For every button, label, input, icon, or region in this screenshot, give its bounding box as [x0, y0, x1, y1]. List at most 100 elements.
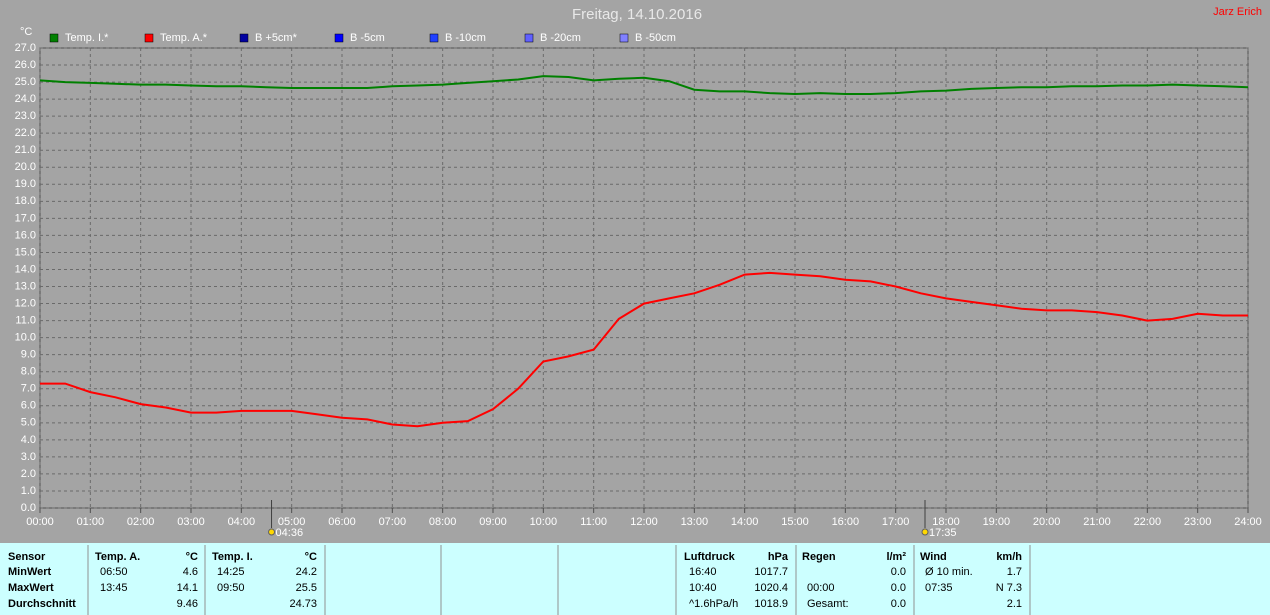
y-tick-label: 3.0	[21, 451, 36, 463]
col-header: Regen	[802, 551, 836, 563]
cell-value: 0.0	[891, 598, 906, 610]
row-label: Durchschnitt	[8, 598, 76, 610]
legend-label: Temp. I.*	[65, 32, 109, 44]
x-tick-label: 05:00	[278, 516, 306, 528]
legend-label: B -20cm	[540, 32, 581, 44]
y-tick-label: 13.0	[15, 280, 36, 292]
sun-label: 04:36	[276, 527, 304, 539]
col-header: Luftdruck	[684, 551, 736, 563]
y-tick-label: 18.0	[15, 195, 36, 207]
y-unit: °C	[20, 26, 32, 38]
col-unit: km/h	[996, 551, 1022, 563]
cell-time: 10:40	[689, 582, 717, 594]
legend-label: B +5cm*	[255, 32, 298, 44]
cell-value: 9.46	[177, 598, 198, 610]
y-tick-label: 22.0	[15, 127, 36, 139]
row-label: MinWert	[8, 566, 52, 578]
y-tick-label: 26.0	[15, 59, 36, 71]
cell-time: Ø 10 min.	[925, 566, 973, 578]
cell-value: 1020.4	[754, 582, 788, 594]
x-tick-label: 04:00	[228, 516, 256, 528]
legend-swatch	[49, 33, 59, 43]
x-tick-label: 01:00	[77, 516, 105, 528]
col-unit: l/m²	[886, 551, 906, 563]
line-series	[39, 75, 1249, 96]
cell-value: 14.1	[177, 582, 198, 594]
y-tick-label: 20.0	[15, 161, 36, 173]
y-tick-label: 7.0	[21, 383, 36, 395]
y-tick-label: 14.0	[15, 263, 36, 275]
y-tick-label: 9.0	[21, 349, 36, 361]
x-tick-label: 00:00	[26, 516, 54, 528]
y-tick-label: 21.0	[15, 144, 36, 156]
y-tick-label: 6.0	[21, 400, 36, 412]
y-tick-label: 24.0	[15, 93, 36, 105]
cell-value: 2.1	[1007, 598, 1022, 610]
legend-label: Temp. A.*	[160, 32, 208, 44]
cell-value: 4.6	[183, 566, 198, 578]
x-tick-label: 18:00	[932, 516, 960, 528]
row-label: Sensor	[8, 551, 46, 563]
col-unit: °C	[186, 551, 198, 563]
stats-table: Sensor MinWert MaxWert Durchschnitt Temp. A.…	[8, 545, 1031, 615]
x-tick-label: 16:00	[832, 516, 860, 528]
x-tick-label: 13:00	[681, 516, 709, 528]
cell-time: 14:25	[217, 566, 245, 578]
legend-swatch	[144, 33, 154, 43]
sun-icon	[268, 528, 276, 536]
x-tick-label: 11:00	[580, 516, 607, 528]
y-tick-label: 1.0	[21, 485, 36, 497]
cell-time: 09:50	[217, 582, 245, 594]
sun-label: 17:35	[929, 527, 957, 539]
y-tick-label: 5.0	[21, 417, 36, 429]
cell-value: 1018.9	[754, 598, 788, 610]
y-tick-label: 15.0	[15, 246, 36, 258]
x-tick-label: 02:00	[127, 516, 155, 528]
y-tick-label: 8.0	[21, 366, 36, 378]
x-tick-label: 23:00	[1184, 516, 1212, 528]
legend-swatch	[334, 33, 344, 43]
cell-time: Gesamt:	[807, 598, 849, 610]
x-tick-label: 09:00	[479, 516, 507, 528]
stats-panel	[0, 543, 1270, 615]
y-tick-label: 25.0	[15, 76, 36, 88]
legend-swatch	[524, 33, 534, 43]
x-tick-label: 15:00	[781, 516, 809, 528]
x-tick-label: 24:00	[1234, 516, 1262, 528]
legend-label: B -5cm	[350, 32, 385, 44]
cell-time: 13:45	[100, 582, 128, 594]
y-tick-label: 11.0	[15, 314, 36, 326]
line-series	[40, 271, 1248, 428]
col-header: Wind	[920, 551, 947, 563]
cell-value: 0.0	[891, 566, 906, 578]
row-label: MaxWert	[8, 582, 54, 594]
col-header: Temp. I.	[212, 551, 253, 563]
y-tick-label: 27.0	[15, 42, 36, 54]
x-tick-label: 06:00	[328, 516, 356, 528]
x-tick-label: 21:00	[1083, 516, 1111, 528]
x-tick-label: 22:00	[1134, 516, 1162, 528]
y-tick-label: 17.0	[15, 212, 36, 224]
cell-time: 16:40	[689, 566, 717, 578]
cell-value: 24.2	[296, 566, 317, 578]
legend-swatch	[239, 33, 249, 43]
col-unit: hPa	[768, 551, 789, 563]
cell-value: 1.7	[1007, 566, 1022, 578]
x-tick-label: 19:00	[983, 516, 1011, 528]
cell-value: 1017.7	[754, 566, 788, 578]
x-tick-label: 03:00	[177, 516, 205, 528]
x-tick-label: 07:00	[379, 516, 407, 528]
cell-time: 06:50	[100, 566, 128, 578]
x-tick-label: 17:00	[882, 516, 910, 528]
cell-time: 07:35	[925, 582, 953, 594]
legend-label: B -10cm	[445, 32, 486, 44]
x-tick-label: 08:00	[429, 516, 457, 528]
legend-swatch	[429, 33, 439, 43]
cell-value: 25.5	[296, 582, 317, 594]
y-tick-label: 12.0	[15, 297, 36, 309]
y-tick-label: 0.0	[21, 502, 36, 514]
col-header: Temp. A.	[95, 551, 140, 563]
x-tick-label: 14:00	[731, 516, 759, 528]
sun-icon	[921, 528, 929, 536]
